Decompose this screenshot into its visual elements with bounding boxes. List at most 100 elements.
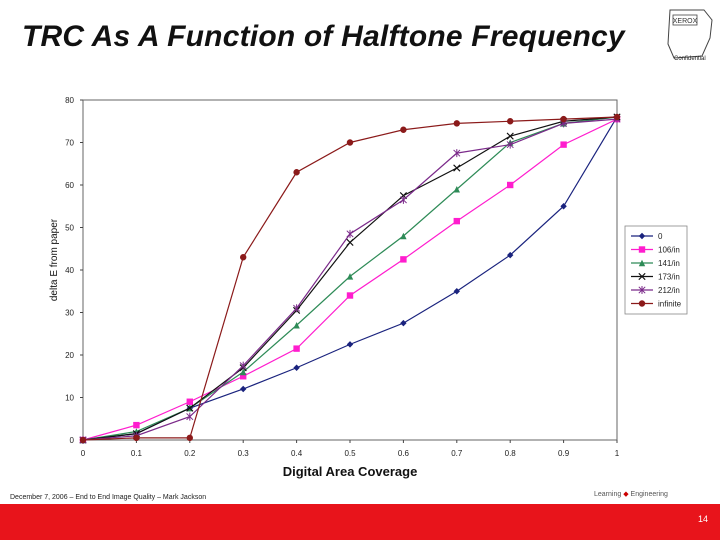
data-point bbox=[186, 398, 193, 405]
legend-item: infinite bbox=[631, 300, 682, 309]
chart-series bbox=[79, 113, 621, 444]
x-tick-label: 0.5 bbox=[344, 449, 356, 458]
x-tick-label: 0 bbox=[81, 449, 86, 458]
data-point bbox=[507, 118, 514, 125]
legend-box bbox=[624, 225, 688, 315]
data-point bbox=[399, 195, 407, 204]
legend-item: 173/in bbox=[631, 273, 680, 282]
legend-item: 141/in bbox=[631, 259, 680, 268]
xerox-logo: XEROX bbox=[667, 9, 713, 59]
plot-frame bbox=[82, 99, 618, 441]
footer-logo: Learning ◆ Engineering bbox=[594, 490, 668, 498]
data-point bbox=[240, 373, 247, 380]
x-tick-label: 0.9 bbox=[558, 449, 570, 458]
data-point bbox=[293, 304, 301, 313]
legend-label: 173/in bbox=[658, 273, 680, 282]
data-point bbox=[346, 238, 354, 246]
data-point bbox=[507, 251, 514, 259]
data-point bbox=[453, 288, 460, 295]
data-point bbox=[240, 385, 247, 393]
data-point bbox=[453, 120, 460, 127]
y-tick-label: 20 bbox=[65, 351, 74, 360]
footer-bar bbox=[0, 504, 720, 540]
data-point bbox=[453, 149, 461, 158]
x-tick-label: 0.8 bbox=[505, 449, 517, 458]
x-tick-label: 0.2 bbox=[184, 449, 196, 458]
data-point bbox=[239, 361, 247, 370]
legend-label: 212/in bbox=[658, 286, 680, 295]
footer-logo-left: Learning bbox=[594, 491, 622, 498]
footer-caption: December 7, 2006 – End to End Image Qual… bbox=[10, 494, 207, 501]
y-tick-label: 60 bbox=[65, 181, 74, 190]
data-point bbox=[186, 404, 194, 412]
confidential-label: Confidential bbox=[674, 56, 706, 62]
chart-axes bbox=[82, 99, 618, 441]
data-point bbox=[346, 139, 354, 146]
x-tick-label: 0.1 bbox=[131, 449, 143, 458]
data-point bbox=[453, 186, 460, 193]
legend-marker bbox=[638, 300, 646, 307]
chart-tick-labels: 0 0.1 0.2 0.3 0.4 0.5 0.6 0.7 0.8 0.9 101020304050… bbox=[65, 96, 620, 458]
data-point bbox=[186, 412, 194, 421]
data-point bbox=[133, 421, 140, 429]
legend-marker bbox=[638, 232, 646, 240]
y-tick-label: 0 bbox=[70, 436, 75, 445]
y-tick-label: 10 bbox=[65, 394, 74, 403]
footer-logo-right: Engineering bbox=[630, 491, 668, 498]
data-point bbox=[346, 229, 354, 238]
data-point bbox=[507, 181, 514, 189]
data-point bbox=[293, 345, 300, 352]
data-point bbox=[400, 126, 407, 133]
y-tick-label: 40 bbox=[65, 266, 74, 275]
legend-label: 106/in bbox=[658, 246, 680, 255]
data-point bbox=[186, 434, 193, 442]
y-tick-label: 70 bbox=[65, 139, 74, 148]
legend-marker bbox=[638, 272, 646, 281]
data-point bbox=[400, 256, 407, 263]
data-point bbox=[79, 436, 87, 444]
slide-title: TRC As A Function of Halftone Frequency bbox=[22, 20, 625, 53]
legend-label: infinite bbox=[658, 300, 682, 309]
data-point bbox=[346, 341, 354, 348]
legend-marker bbox=[638, 286, 646, 294]
legend-marker bbox=[638, 246, 646, 253]
data-point bbox=[400, 319, 407, 327]
data-point bbox=[613, 113, 621, 121]
legend-item: 212/in bbox=[631, 286, 680, 295]
data-point bbox=[506, 140, 514, 149]
footer-logo-mark-icon: ◆ bbox=[623, 491, 629, 498]
data-point bbox=[506, 132, 514, 140]
legend-item: 106/in bbox=[631, 246, 680, 255]
data-point bbox=[453, 217, 460, 225]
legend-label: 141/in bbox=[658, 259, 680, 268]
x-tick-label: 1 bbox=[615, 449, 620, 458]
data-point bbox=[293, 364, 300, 371]
data-point bbox=[293, 322, 300, 329]
chart-legend: 0 106/in 141/in 173/in 212/in infinite bbox=[624, 225, 688, 315]
y-tick-label: 30 bbox=[65, 309, 74, 318]
legend-item: 0 bbox=[631, 232, 663, 241]
x-axis-label: Digital Area Coverage bbox=[283, 464, 418, 479]
data-point bbox=[346, 292, 354, 299]
data-point bbox=[133, 434, 140, 442]
data-point bbox=[560, 115, 567, 123]
x-tick-label: 0.6 bbox=[398, 449, 410, 458]
data-point bbox=[346, 273, 354, 280]
series-5 bbox=[79, 113, 621, 444]
data-point bbox=[293, 169, 300, 176]
x-tick-label: 0.3 bbox=[238, 449, 250, 458]
data-point bbox=[400, 232, 407, 240]
data-point bbox=[240, 254, 247, 261]
y-axis-label: delta E from paper bbox=[49, 218, 60, 301]
legend-label: 0 bbox=[658, 232, 663, 241]
data-point bbox=[560, 141, 567, 148]
data-point bbox=[560, 203, 567, 210]
data-point bbox=[453, 164, 461, 172]
page-number: 14 bbox=[697, 514, 708, 524]
data-point bbox=[240, 368, 247, 376]
x-tick-label: 0.4 bbox=[291, 449, 303, 458]
logo-mark-text: XEROX bbox=[673, 18, 698, 25]
x-tick-label: 0.7 bbox=[451, 449, 463, 458]
y-tick-label: 50 bbox=[65, 224, 74, 233]
